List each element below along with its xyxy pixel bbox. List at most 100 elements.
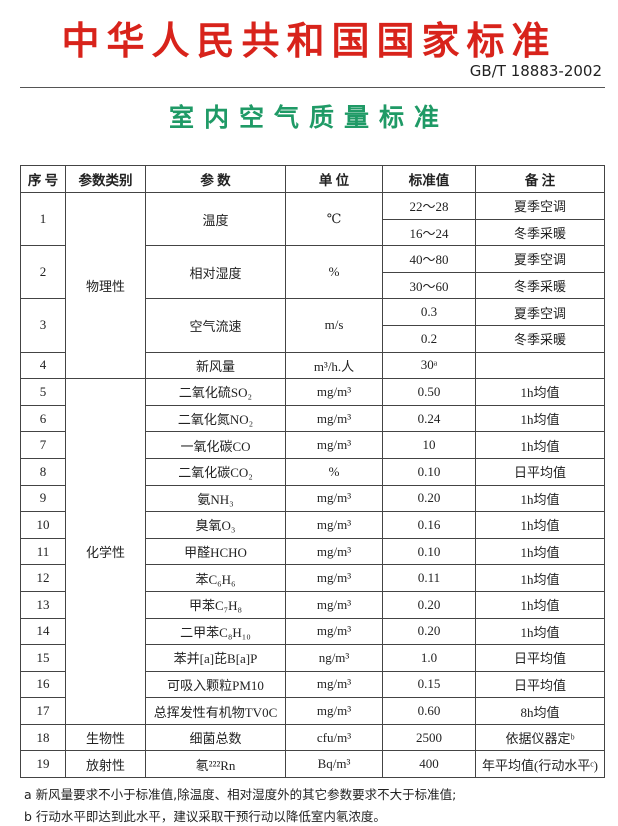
- row-number: 14: [20, 617, 66, 646]
- note: 日平均值: [475, 670, 605, 699]
- standard-value: 16～24: [382, 218, 476, 247]
- unit: ℃: [285, 191, 383, 247]
- unit: mg/m³: [285, 484, 383, 513]
- parameter: 甲苯C₇H₈: [145, 590, 286, 619]
- standard-value: 0.20: [382, 590, 476, 619]
- note: 冬季采暖: [475, 218, 605, 247]
- standard-value: 1.0: [382, 644, 476, 672]
- doc-title: 中华人民共和国国家标准: [61, 19, 557, 63]
- note: 1h均值: [475, 378, 605, 406]
- unit: mg/m³: [285, 590, 383, 619]
- table-row: 0.2 冬季采暖: [21, 324, 605, 353]
- table-row: 30～60 冬季采暖: [21, 271, 605, 300]
- column-header: 参数类别: [65, 165, 146, 193]
- category: 物理性: [65, 191, 146, 380]
- standard-value: 0.16: [382, 511, 476, 539]
- parameter: 温度: [145, 191, 286, 247]
- unit: mg/m³: [285, 537, 383, 566]
- row-number: 6: [20, 404, 66, 433]
- table-row: 3 空气流速 m/s 0.3 夏季空调: [20, 298, 605, 353]
- row-number: 13: [20, 590, 66, 619]
- unit: mg/m³: [285, 431, 383, 459]
- table-row: 14 二甲苯C₈H₁₀ mg/m³ 0.20 1h均值: [20, 617, 605, 646]
- standard-value: 0.20: [382, 484, 476, 513]
- table-row: 16 可吸入颗粒PM10 mg/m³ 0.15 日平均值: [20, 670, 605, 699]
- row-number: 4: [20, 351, 66, 380]
- row-number: 3: [20, 298, 66, 353]
- table-row: 4 新风量 m³/h.人 30ᵃ: [20, 351, 605, 380]
- table-row: 12 苯C₆H₆ mg/m³ 0.11 1h均值: [20, 564, 605, 592]
- note: 冬季采暖: [475, 271, 605, 300]
- unit: mg/m³: [285, 617, 383, 646]
- row-number: 10: [20, 511, 66, 539]
- unit: m/s: [285, 298, 383, 353]
- parameter: 一氧化碳CO: [145, 431, 286, 459]
- standard-value: 40～80: [382, 245, 476, 273]
- column-header: 备 注: [475, 165, 605, 193]
- parameter: 可吸入颗粒PM10: [145, 670, 286, 699]
- table-row: 19 放射性 氡²²²Rn Bq/m³ 400 年平均值(行动水平ᶜ): [20, 750, 605, 779]
- footnote: a 新风量要求不小于标准值,除温度、相对湿度外的其它参数要求不大于标准值;: [24, 787, 457, 802]
- unit: %: [285, 457, 383, 486]
- table-row: 1 物理性 温度 ℃ 22～28 夏季空调: [20, 191, 605, 380]
- note: 1h均值: [475, 404, 605, 433]
- unit: mg/m³: [285, 378, 383, 406]
- standard-value: 0.20: [382, 617, 476, 646]
- standard-value: 2500: [382, 723, 476, 752]
- standard-value: 22～28: [382, 192, 476, 220]
- table-row: 17 总挥发性有机物TV0C mg/m³ 0.60 8h均值: [20, 697, 605, 725]
- row-number: 18: [20, 723, 66, 752]
- unit: %: [285, 245, 383, 300]
- parameter: 空气流速: [145, 298, 286, 353]
- standard-value: 400: [382, 750, 476, 779]
- row-number: 15: [20, 644, 66, 672]
- note: 8h均值: [475, 697, 605, 725]
- table-row: 11 甲醛HCHO mg/m³ 0.10 1h均值: [20, 537, 605, 566]
- table-row: 13 甲苯C₇H₈ mg/m³ 0.20 1h均值: [20, 590, 605, 619]
- row-number: 1: [20, 191, 66, 247]
- row-number: 5: [20, 378, 66, 406]
- header-rule: [20, 87, 605, 88]
- standard-value: 0.24: [382, 404, 476, 433]
- column-header: 单 位: [285, 165, 383, 193]
- note: 依据仪器定ᵇ: [475, 723, 605, 752]
- column-header: 标准值: [382, 165, 476, 193]
- parameter: 总挥发性有机物TV0C: [145, 697, 286, 725]
- standard-value: 10: [382, 431, 476, 459]
- column-header: 参 数: [145, 165, 286, 193]
- standard-value: 0.50: [382, 378, 476, 406]
- note: 夏季空调: [475, 298, 605, 326]
- parameter: 氡²²²Rn: [145, 750, 286, 779]
- row-number: 12: [20, 564, 66, 592]
- category: 生物性: [65, 723, 146, 752]
- note: 1h均值: [475, 617, 605, 646]
- row-number: 2: [20, 245, 66, 300]
- parameter: 细菌总数: [145, 723, 286, 752]
- unit: mg/m³: [285, 564, 383, 592]
- parameter: 苯并[a]芘B[a]P: [145, 644, 286, 672]
- note: [475, 351, 605, 380]
- unit: cfu/m³: [285, 723, 383, 752]
- note: 日平均值: [475, 644, 605, 672]
- unit: mg/m³: [285, 404, 383, 433]
- parameter: 二甲苯C₈H₁₀: [145, 617, 286, 646]
- table-row: 5 化学性 二氧化硫SO₂ mg/m³ 0.50 1h均值: [20, 378, 605, 725]
- standard-value: 0.2: [382, 324, 476, 353]
- standard-table: 序 号参数类别参 数单 位标准值备 注 1 物理性 温度 ℃ 22～28 夏季空调 16～2…: [20, 165, 605, 779]
- note: 1h均值: [475, 484, 605, 513]
- doc-code: GB/T 18883-2002: [469, 62, 602, 80]
- row-number: 17: [20, 697, 66, 725]
- table-row: 9 氨NH₃ mg/m³ 0.20 1h均值: [20, 484, 605, 513]
- row-number: 19: [20, 750, 66, 779]
- standard-value: 0.3: [382, 298, 476, 326]
- category: 放射性: [65, 750, 146, 779]
- parameter: 氨NH₃: [145, 484, 286, 513]
- category: 化学性: [65, 378, 146, 725]
- unit: mg/m³: [285, 670, 383, 699]
- standard-value: 30ᵃ: [382, 351, 476, 380]
- standard-value: 0.10: [382, 457, 476, 486]
- doc-subtitle: 室内空气质量标准: [168, 103, 449, 132]
- parameter: 臭氧O₃: [145, 511, 286, 539]
- unit: mg/m³: [285, 697, 383, 725]
